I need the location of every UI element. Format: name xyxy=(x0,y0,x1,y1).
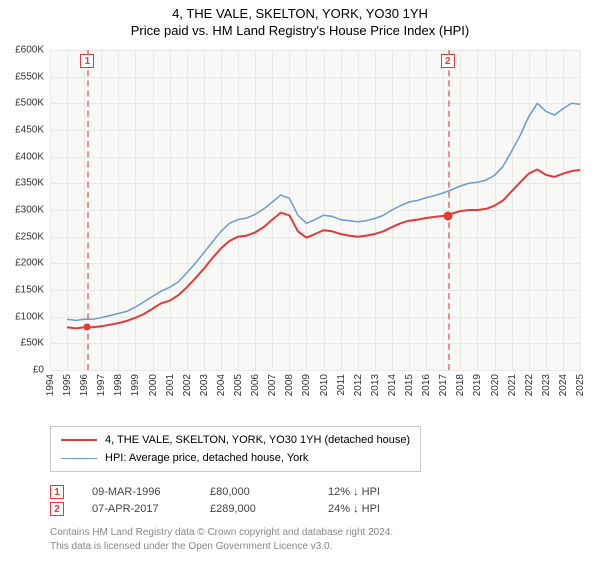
y-axis-label: £350K xyxy=(0,178,44,189)
legend: 4, THE VALE, SKELTON, YORK, YO30 1YH (de… xyxy=(50,426,421,472)
x-axis-label: 1999 xyxy=(130,374,141,396)
x-axis-label: 2024 xyxy=(558,374,569,396)
y-axis-label: £400K xyxy=(0,151,44,162)
x-axis-label: 1996 xyxy=(79,374,90,396)
footer-line-1: Contains HM Land Registry data © Crown c… xyxy=(50,526,582,540)
series-line xyxy=(67,170,580,329)
transaction-marker xyxy=(443,211,452,220)
x-axis-label: 2007 xyxy=(267,374,278,396)
y-axis-label: £600K xyxy=(0,45,44,56)
footer-line-2: This data is licensed under the Open Gov… xyxy=(50,540,582,554)
x-axis-label: 2002 xyxy=(182,374,193,396)
y-axis-label: £200K xyxy=(0,258,44,269)
x-axis-label: 2012 xyxy=(353,374,364,396)
title-address: 4, THE VALE, SKELTON, YORK, YO30 1YH xyxy=(0,6,600,21)
title-subtitle: Price paid vs. HM Land Registry's House … xyxy=(0,23,600,38)
legend-label: 4, THE VALE, SKELTON, YORK, YO30 1YH (de… xyxy=(105,431,410,449)
transaction-delta: 12% ↓ HPI xyxy=(328,486,418,498)
x-axis-label: 1997 xyxy=(96,374,107,396)
transaction-badge: 1 xyxy=(80,54,94,68)
x-axis-label: 2006 xyxy=(250,374,261,396)
x-axis-label: 2003 xyxy=(199,374,210,396)
x-axis-label: 2025 xyxy=(575,374,586,396)
y-axis-label: £300K xyxy=(0,205,44,216)
x-axis-label: 2020 xyxy=(490,374,501,396)
series-line xyxy=(67,103,580,320)
transaction-list: 1 09-MAR-1996 £80,000 12% ↓ HPI 2 07-APR-2017… xyxy=(50,485,582,516)
x-axis-label: 2001 xyxy=(165,374,176,396)
transaction-date: 09-MAR-1996 xyxy=(92,486,182,498)
x-axis-label: 2021 xyxy=(507,374,518,396)
x-axis-label: 2019 xyxy=(472,374,483,396)
x-axis-label: 2008 xyxy=(284,374,295,396)
transaction-row: 2 07-APR-2017 £289,000 24% ↓ HPI xyxy=(50,502,582,516)
legend-item: 4, THE VALE, SKELTON, YORK, YO30 1YH (de… xyxy=(61,431,410,449)
x-axis-label: 1994 xyxy=(45,374,56,396)
gridline-y xyxy=(50,370,580,371)
x-axis-label: 2000 xyxy=(148,374,159,396)
y-axis-label: £150K xyxy=(0,285,44,296)
x-axis-label: 2023 xyxy=(541,374,552,396)
x-axis-label: 1998 xyxy=(113,374,124,396)
x-axis-label: 2009 xyxy=(301,374,312,396)
y-axis-label: £50K xyxy=(0,338,44,349)
transaction-marker xyxy=(84,324,91,331)
legend-swatch xyxy=(61,458,97,459)
x-axis-label: 2005 xyxy=(233,374,244,396)
y-axis-label: £450K xyxy=(0,125,44,136)
chart: £0 £50K £100K £150K £200K £250K £300K £350K £400… xyxy=(0,40,600,420)
gridline-x xyxy=(580,50,581,370)
x-axis-label: 2011 xyxy=(336,374,347,396)
x-axis-label: 2004 xyxy=(216,374,227,396)
y-axis-label: £250K xyxy=(0,231,44,242)
transaction-dash xyxy=(448,50,450,370)
x-axis-label: 2013 xyxy=(370,374,381,396)
transaction-dash xyxy=(87,50,89,370)
chart-titles: 4, THE VALE, SKELTON, YORK, YO30 1YH Pri… xyxy=(0,0,600,40)
x-axis-label: 1995 xyxy=(62,374,73,396)
legend-label: HPI: Average price, detached house, York xyxy=(105,449,308,467)
y-axis-label: £0 xyxy=(0,365,44,376)
x-axis-label: 2018 xyxy=(455,374,466,396)
legend-item: HPI: Average price, detached house, York xyxy=(61,449,410,467)
x-axis-label: 2017 xyxy=(438,374,449,396)
x-axis-label: 2014 xyxy=(387,374,398,396)
x-axis-label: 2016 xyxy=(421,374,432,396)
transaction-delta: 24% ↓ HPI xyxy=(328,503,418,515)
transaction-price: £289,000 xyxy=(210,503,300,515)
transaction-badge: 2 xyxy=(441,54,455,68)
legend-swatch xyxy=(61,439,97,441)
transaction-date: 07-APR-2017 xyxy=(92,503,182,515)
series-layer xyxy=(50,50,580,370)
y-axis-label: £500K xyxy=(0,98,44,109)
y-axis-label: £100K xyxy=(0,311,44,322)
y-axis-label: £550K xyxy=(0,71,44,82)
footer-attribution: Contains HM Land Registry data © Crown c… xyxy=(50,526,582,553)
transaction-row: 1 09-MAR-1996 £80,000 12% ↓ HPI xyxy=(50,485,582,499)
x-axis-label: 2015 xyxy=(404,374,415,396)
transaction-price: £80,000 xyxy=(210,486,300,498)
x-axis-label: 2022 xyxy=(524,374,535,396)
transaction-row-badge: 1 xyxy=(50,485,64,499)
x-axis-label: 2010 xyxy=(319,374,330,396)
plot-area xyxy=(50,50,580,370)
transaction-row-badge: 2 xyxy=(50,502,64,516)
